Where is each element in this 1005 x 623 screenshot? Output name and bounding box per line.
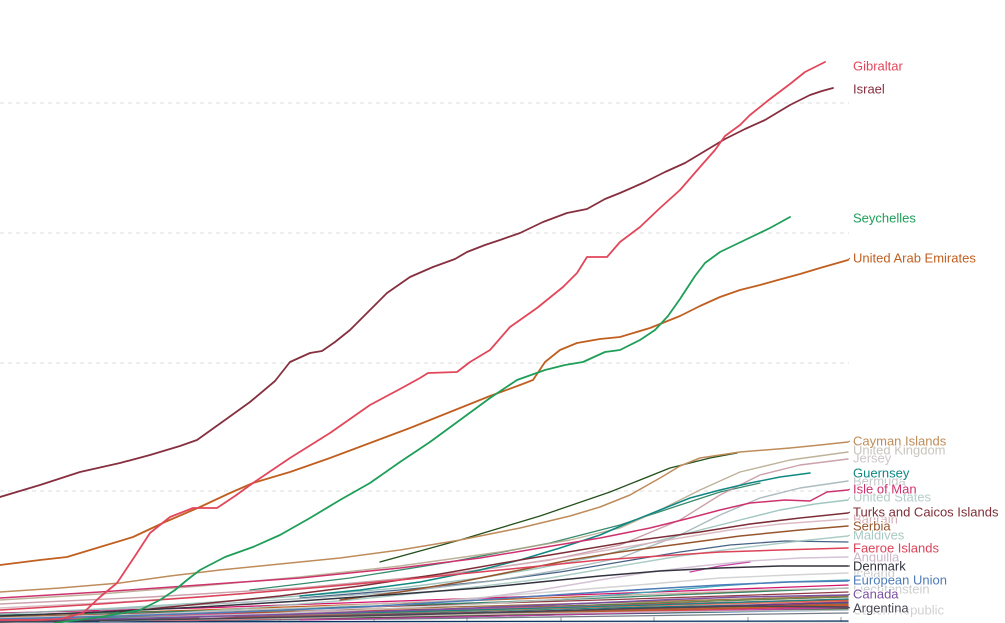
series-line-isle-of-man[interactable]	[0, 489, 849, 599]
series-line-gibraltar[interactable]	[0, 61, 826, 621]
series-label-connector	[847, 511, 851, 514]
series-line-argentina[interactable]	[0, 605, 849, 623]
series-label-connector	[847, 579, 851, 582]
series-line-turks-and-caicos-islands[interactable]	[119, 512, 849, 613]
series-label-canada[interactable]: Canada	[852, 586, 900, 603]
series-label-united-states[interactable]: United States	[853, 490, 932, 505]
series-label-bahrain[interactable]: Bahrain	[853, 512, 898, 527]
series-line-european-union[interactable]	[0, 580, 849, 620]
series-line-united-arab-emirates[interactable]	[0, 259, 849, 566]
series-line-united-states[interactable]	[0, 499, 849, 615]
series-label-connector	[847, 257, 851, 261]
series-label-argentina[interactable]: Argentina	[852, 600, 910, 617]
series-label-connector	[847, 606, 851, 609]
series-line-israel[interactable]	[0, 87, 834, 498]
background-series-line[interactable]	[0, 587, 849, 616]
series-label-cayman-islands[interactable]: Cayman Islands	[852, 433, 948, 450]
background-series-line[interactable]	[249, 482, 761, 591]
series-label-connector	[847, 440, 851, 443]
series-line-united-kingdom[interactable]	[0, 451, 849, 601]
series-line-seychelles[interactable]	[54, 216, 791, 623]
series-label-connector	[847, 488, 851, 491]
series-label-maldives[interactable]: Maldives	[853, 528, 905, 543]
series-label-anguilla[interactable]: Anguilla	[853, 550, 900, 565]
series-line-liechtenstein[interactable]	[59, 587, 849, 621]
series-label-serbia[interactable]: Serbia	[852, 518, 892, 535]
series-label-czech-republic[interactable]: Czech Republic	[853, 603, 945, 618]
series-label-israel[interactable]: Israel	[852, 81, 886, 98]
series-label-bermuda[interactable]: Bermuda	[853, 474, 907, 489]
series-line-iceland[interactable]	[0, 572, 849, 619]
series-label-seychelles[interactable]: Seychelles	[852, 210, 917, 227]
series-line-jersey[interactable]	[0, 458, 849, 605]
series-label-isle-of-man[interactable]: Isle of Man	[852, 481, 918, 498]
series-line-czech-republic[interactable]	[99, 609, 849, 622]
series-label-connector	[847, 496, 851, 501]
series-label-denmark[interactable]: Denmark	[852, 558, 907, 575]
series-label-gibraltar[interactable]: Gibraltar	[852, 58, 905, 75]
series-label-european-union[interactable]: European Union	[852, 572, 948, 589]
series-label-united-kingdom[interactable]: United Kingdom	[853, 443, 946, 458]
background-series-line[interactable]	[689, 561, 751, 573]
series-label-connector	[847, 534, 851, 537]
series-label-iceland[interactable]: Iceland	[853, 566, 895, 581]
series-label-connector	[847, 593, 851, 596]
series-line-faeroe-islands[interactable]	[0, 547, 849, 611]
series-label-faeroe-islands[interactable]: Faeroe Islands	[852, 540, 940, 557]
series-label-guernsey[interactable]: Guernsey	[852, 465, 911, 482]
background-series-line[interactable]	[0, 620, 849, 623]
series-label-turks-and-caicos-islands[interactable]: Turks and Caicos Islands	[852, 504, 1000, 521]
series-label-jersey[interactable]: Jersey	[853, 451, 892, 466]
background-series-line[interactable]	[0, 591, 849, 618]
series-line-serbia[interactable]	[339, 525, 849, 601]
series-line-maldives[interactable]	[149, 535, 849, 616]
series-label-liechtenstein[interactable]: Liechtenstein	[853, 582, 930, 597]
series-line-canada[interactable]	[0, 594, 849, 622]
series-line-cayman-islands[interactable]	[0, 441, 849, 593]
series-line-guernsey[interactable]	[299, 472, 811, 597]
series-label-united-arab-emirates[interactable]: United Arab Emirates	[852, 250, 977, 267]
series-line-denmark[interactable]	[0, 565, 849, 617]
